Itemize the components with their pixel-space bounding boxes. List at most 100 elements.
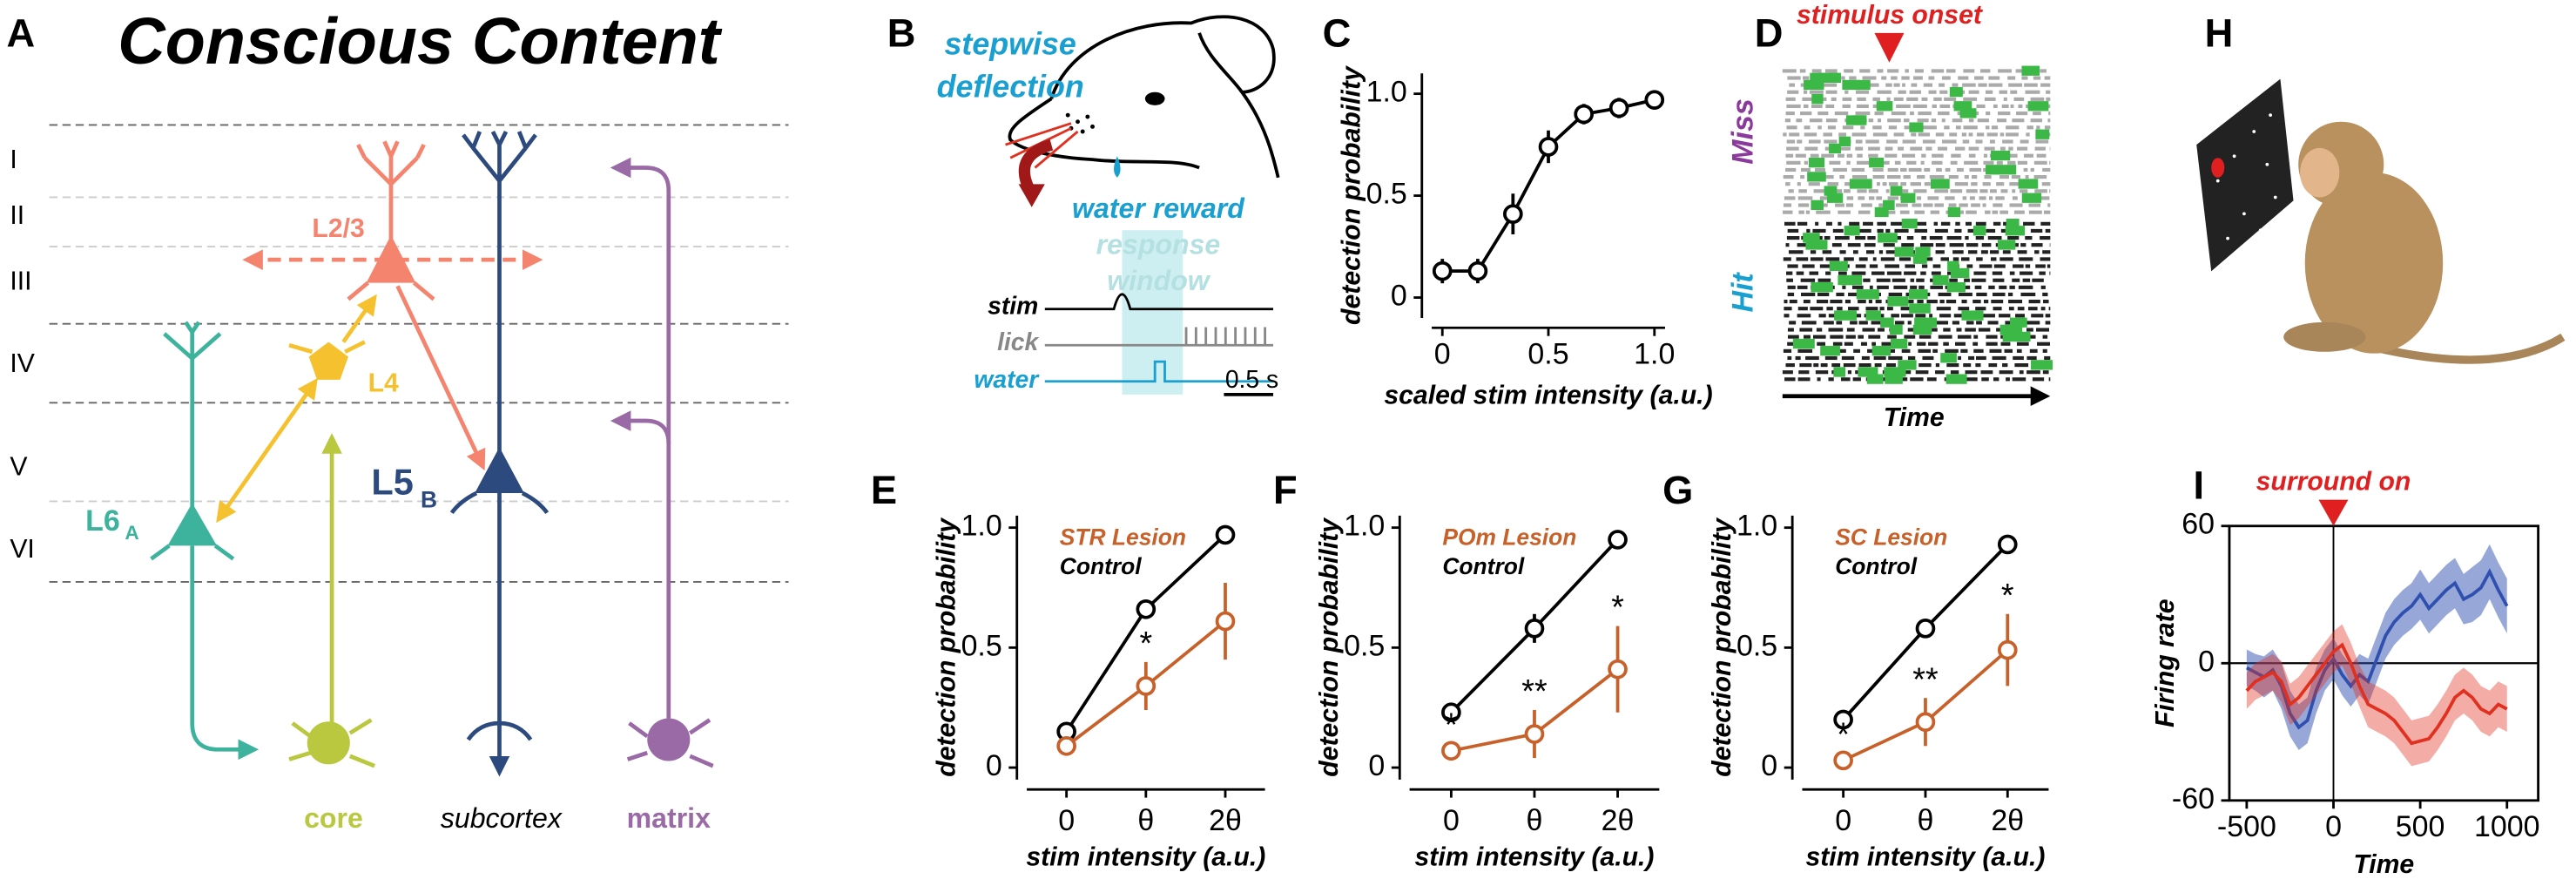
y-tick-label: 0.5 xyxy=(961,629,1002,662)
raster-lick xyxy=(1940,353,1957,363)
raster-lick xyxy=(1945,374,1967,384)
water-drop xyxy=(1114,156,1121,178)
raster-lick xyxy=(1999,324,2023,335)
raster-tick xyxy=(1825,221,1832,226)
raster-tick xyxy=(2034,250,2040,254)
raster-tick xyxy=(1846,153,1853,158)
soma xyxy=(647,718,691,761)
error-band xyxy=(2246,624,2507,767)
raster-tick xyxy=(1924,257,1933,261)
raster-tick xyxy=(1871,342,1877,346)
y-tick-label: 1.0 xyxy=(1736,510,1777,543)
significance: * xyxy=(1611,589,1624,626)
raster-tick xyxy=(2004,348,2013,353)
raster-tick xyxy=(1789,132,1800,137)
raster-tick xyxy=(1968,153,1976,158)
legend-entry: Control xyxy=(1442,553,1525,579)
raster-tick xyxy=(1982,314,1995,318)
raster-tick xyxy=(2010,104,2014,109)
raster-tick xyxy=(2025,235,2033,240)
raster-tick xyxy=(1872,97,1880,101)
raster-tick xyxy=(1950,160,1958,165)
point xyxy=(1915,712,1936,733)
raster-tick xyxy=(1804,146,1818,151)
layer-label: IV xyxy=(10,349,35,378)
point xyxy=(1608,659,1628,680)
raster-tick xyxy=(1817,235,1823,240)
raster-tick xyxy=(1891,76,1898,80)
raster-tick xyxy=(2001,104,2009,109)
raster-tick xyxy=(2045,321,2051,325)
window-label: window xyxy=(1107,265,1211,296)
x-tick-label: 0 xyxy=(2325,810,2342,843)
raster-tick xyxy=(1785,167,1797,172)
raster-tick xyxy=(1881,76,1887,80)
raster-tick xyxy=(2042,167,2051,172)
chart: 0 0.5 1.0 0 θ 2θ stim intensity (a.u.) detectio… xyxy=(1315,510,1660,871)
raster-tick xyxy=(1813,189,1826,193)
raster-tick xyxy=(1932,348,1938,353)
raster-tick xyxy=(1945,299,1957,304)
raster-lick xyxy=(1833,367,1846,377)
raster-tick xyxy=(1912,104,1927,109)
raster-tick xyxy=(1978,328,1991,332)
raster-tick xyxy=(1806,228,1811,233)
panel-letter: G xyxy=(1662,468,1693,512)
raster-tick xyxy=(1888,292,1903,297)
raster-lick xyxy=(1887,296,1909,307)
raster-tick xyxy=(2042,348,2047,353)
raster-tick xyxy=(1831,97,1837,101)
raster-tick xyxy=(1933,97,1942,101)
raster-lick xyxy=(1807,172,1826,182)
chart: 0 0.5 1.0 0 0.5 1.0 scaled stim intensity (a.u… xyxy=(1337,64,1712,409)
raster-tick xyxy=(2035,264,2046,268)
raster-tick xyxy=(1950,189,1963,193)
raster-tick xyxy=(1923,125,1937,130)
raster-tick xyxy=(1898,146,1905,151)
raster-tick xyxy=(1938,111,1950,116)
raster-tick xyxy=(1934,189,1949,193)
raster-tick xyxy=(2033,76,2041,80)
raster-tick xyxy=(1999,146,2006,151)
raster-tick xyxy=(2020,139,2029,144)
point xyxy=(1608,98,1629,118)
raster-tick xyxy=(1862,328,1875,332)
point xyxy=(1432,260,1453,281)
raster-tick xyxy=(1993,307,2002,311)
raster-tick xyxy=(1945,348,1959,353)
raster-tick xyxy=(1991,125,1999,130)
raster-tick xyxy=(1935,363,1940,368)
raster-tick xyxy=(1966,264,1973,268)
x-tick-label: 2θ xyxy=(1209,804,1242,837)
raster-tick xyxy=(1861,355,1870,361)
series-line xyxy=(1442,98,1656,274)
raster-tick xyxy=(1929,314,1933,318)
raster-tick xyxy=(1797,243,1811,247)
raster-tick xyxy=(2047,203,2051,207)
raster-tick xyxy=(2026,125,2033,130)
raster-tick xyxy=(1983,299,1989,304)
raster-tick xyxy=(2036,328,2049,332)
raster-lick xyxy=(1838,136,1851,146)
raster-tick xyxy=(1926,292,1931,297)
raster-tick xyxy=(1809,271,1819,275)
raster-tick xyxy=(1851,314,1862,318)
raster-tick xyxy=(1797,285,1808,289)
raster-lick xyxy=(1826,193,1844,203)
raster-tick xyxy=(1825,257,1840,261)
soma xyxy=(307,721,350,765)
raster-tick xyxy=(1962,196,1967,200)
raster-tick xyxy=(1974,285,1982,289)
panel-b: stepwise deflection water reward respons… xyxy=(937,15,1280,396)
raster-tick xyxy=(1784,196,1796,200)
raster-tick xyxy=(2036,125,2040,130)
neuron-l23 xyxy=(242,140,543,471)
raster-tick xyxy=(1976,292,1987,297)
trace-label: lick xyxy=(997,328,1039,355)
raster-tick xyxy=(1923,203,1933,207)
raster-tick xyxy=(1952,118,1963,123)
raster-tick xyxy=(2010,90,2018,94)
raster-tick xyxy=(2032,278,2044,282)
raster-tick xyxy=(1855,111,1871,116)
